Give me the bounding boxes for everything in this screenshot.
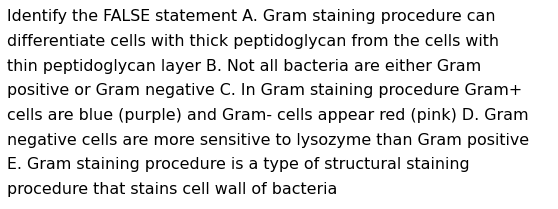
Text: negative cells are more sensitive to lysozyme than Gram positive: negative cells are more sensitive to lys… bbox=[7, 133, 530, 148]
Text: E. Gram staining procedure is a type of structural staining: E. Gram staining procedure is a type of … bbox=[7, 157, 470, 172]
Text: thin peptidoglycan layer B. Not all bacteria are either Gram: thin peptidoglycan layer B. Not all bact… bbox=[7, 59, 482, 74]
Text: positive or Gram negative C. In Gram staining procedure Gram+: positive or Gram negative C. In Gram sta… bbox=[7, 83, 522, 98]
Text: cells are blue (purple) and Gram- cells appear red (pink) D. Gram: cells are blue (purple) and Gram- cells … bbox=[7, 108, 529, 123]
Text: differentiate cells with thick peptidoglycan from the cells with: differentiate cells with thick peptidogl… bbox=[7, 34, 499, 49]
Text: Identify the FALSE statement A. Gram staining procedure can: Identify the FALSE statement A. Gram sta… bbox=[7, 9, 496, 24]
Text: procedure that stains cell wall of bacteria: procedure that stains cell wall of bacte… bbox=[7, 182, 338, 197]
